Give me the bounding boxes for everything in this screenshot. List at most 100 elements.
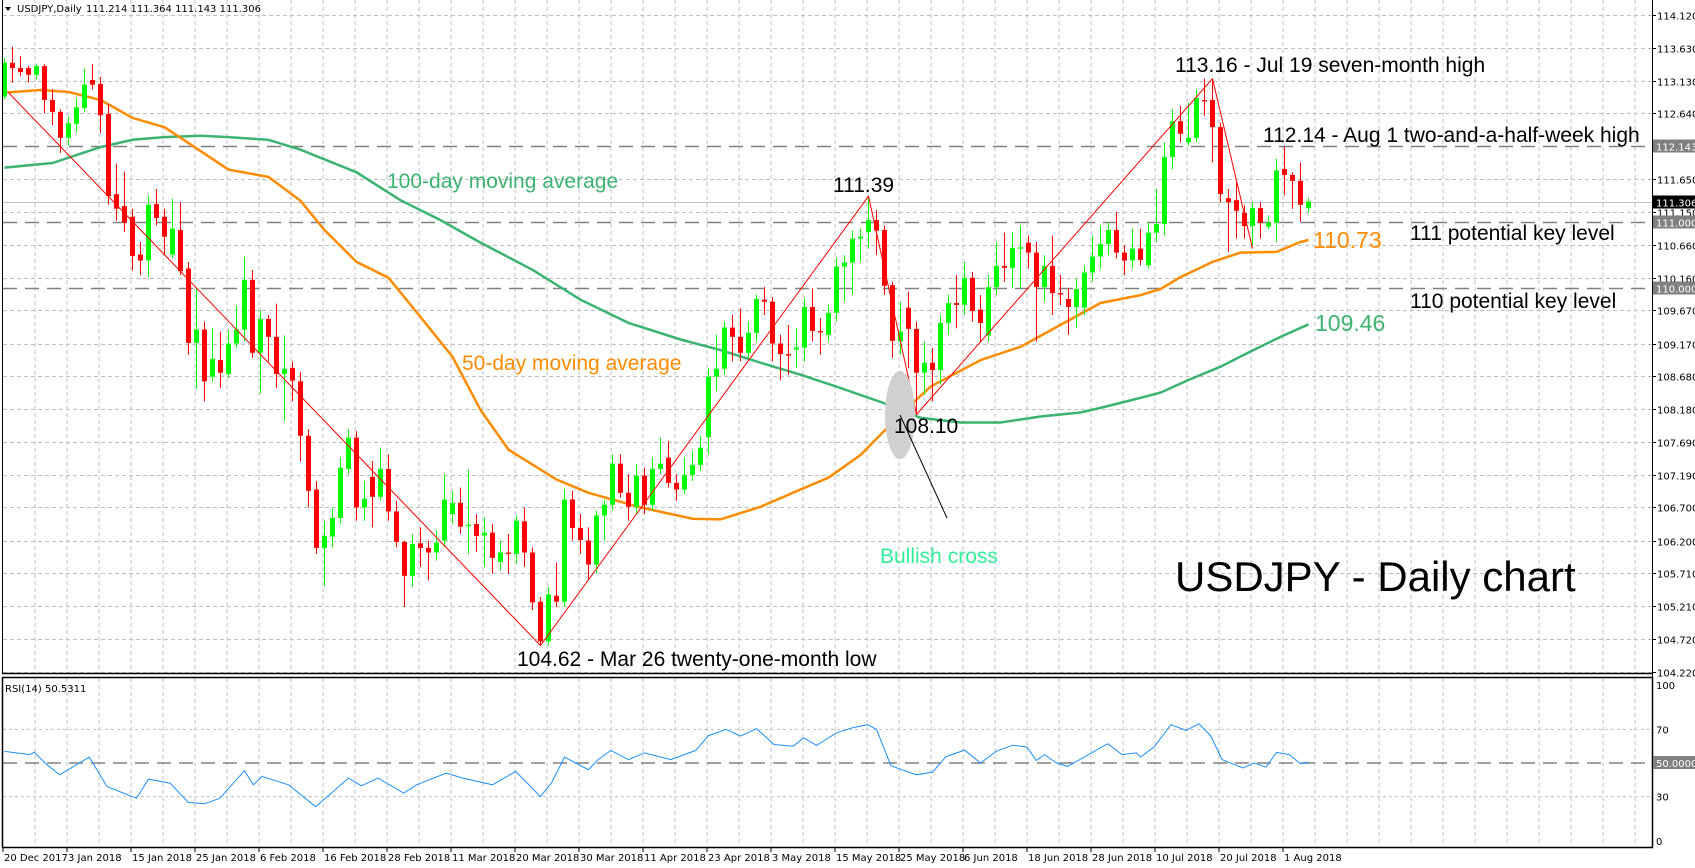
bear-candle (554, 595, 559, 602)
time-tick-label: 20 Mar 2018 (516, 853, 579, 864)
price-tick-label: 113.630 (1657, 45, 1695, 56)
low-mar-label: 104.62 - Mar 26 twenty-one-month low (517, 648, 877, 671)
bear-candle (402, 541, 407, 576)
time-tick-label: 18 Jun 2018 (1028, 853, 1088, 864)
bull-candle (378, 468, 383, 497)
bear-candle (386, 468, 391, 512)
bear-candle (626, 492, 631, 507)
ma50-label: 50-day moving average (462, 352, 681, 375)
bear-candle (1290, 174, 1295, 181)
bear-candle (90, 80, 95, 85)
bear-candle (1226, 198, 1231, 203)
bear-candle (1058, 293, 1063, 295)
time-tick-label: 3 Jan 2018 (68, 853, 122, 864)
bear-candle (1026, 242, 1031, 253)
bear-candle (178, 230, 183, 272)
moving-averages (4, 88, 1310, 521)
price-axis: 114.120 113.630 113.130 112.640 111.650 111.1… (1652, 12, 1695, 848)
bear-candle (730, 327, 735, 337)
bull-candle (858, 236, 863, 239)
horizontal-levels (3, 145, 1652, 290)
rsi-line (4, 723, 1309, 808)
bull-candle (498, 552, 503, 562)
bull-candle (194, 329, 199, 343)
time-tick-label: 15 Jan 2018 (132, 853, 192, 864)
price-marker-label: 111.306 (1656, 199, 1695, 210)
time-tick-label: 28 Feb 2018 (388, 853, 450, 864)
bull-candle (346, 437, 351, 469)
time-tick-label: 25 Jan 2018 (196, 853, 256, 864)
bear-candle (26, 68, 31, 75)
price-tick-label: 105.710 (1657, 570, 1695, 581)
low-may-label: 108.10 (894, 415, 958, 438)
bull-candle (1194, 97, 1199, 138)
ma50-line (4, 88, 1309, 521)
level-badge (1653, 281, 1695, 295)
bear-candle (1122, 252, 1127, 261)
bear-candle (642, 475, 647, 505)
bull-candle (1130, 248, 1135, 261)
bear-candle (290, 368, 295, 381)
bear-candle (882, 230, 887, 286)
bear-candle (810, 307, 815, 331)
bear-candle (250, 279, 255, 353)
price-tick-label: 104.220 (1657, 669, 1695, 680)
bull-candle (850, 238, 855, 263)
price-tick-label: 109.170 (1657, 341, 1695, 352)
bear-candle (874, 220, 879, 231)
bullish-cross-pointer (899, 414, 948, 519)
bull-candle (610, 463, 615, 505)
bull-candle (1306, 201, 1311, 209)
chart-frame (1, 0, 1654, 849)
zigzag-trendlines (8, 77, 1253, 647)
bear-candle (674, 482, 679, 490)
bear-candle (370, 476, 375, 497)
price-tick-label: 112.640 (1657, 110, 1695, 121)
bear-candle (266, 318, 271, 337)
bear-candle (58, 111, 63, 138)
time-tick-label: 11 Apr 2018 (644, 853, 706, 864)
bear-candle (930, 362, 935, 371)
bull-candle (1042, 265, 1047, 288)
bear-candle (818, 330, 823, 333)
candles (2, 46, 1311, 646)
bear-candle (1298, 180, 1303, 205)
rsi-header: RSI(14) 50.5311 (5, 684, 86, 695)
bull-candle (450, 502, 455, 515)
bull-candle (258, 318, 263, 353)
bull-candle (66, 123, 71, 138)
bear-candle (538, 601, 543, 642)
bear-candle (506, 552, 511, 555)
bull-candle (898, 331, 903, 342)
bull-candle (834, 266, 839, 313)
bull-candle (1074, 289, 1079, 307)
bear-candle (586, 540, 591, 565)
bull-candle (634, 475, 639, 507)
header-ohlc: 111.214 111.364 111.143 111.306 (86, 4, 261, 15)
bear-candle (1258, 208, 1263, 223)
bear-candle (98, 84, 103, 116)
bull-candle (362, 498, 367, 508)
price-tick-label: 113.130 (1657, 78, 1695, 89)
bear-candle (570, 499, 575, 528)
level-110-label: 110 potential key level (1410, 290, 1616, 313)
dropdown-triangle-icon[interactable] (5, 7, 11, 11)
rsi-level-label: 50.0000 (1656, 759, 1695, 770)
bear-candle (1210, 99, 1215, 128)
level-badge (1653, 215, 1695, 229)
price-tick-label: 114.120 (1657, 12, 1695, 23)
bear-candle (130, 216, 135, 256)
bear-candle (354, 437, 359, 508)
price-marker-label: 110.000 (1656, 285, 1695, 296)
bear-candle (618, 463, 623, 493)
bull-candle (514, 520, 519, 554)
bear-candle (202, 329, 207, 382)
bear-candle (154, 204, 159, 219)
bull-candle (1010, 247, 1015, 268)
bear-candle (274, 336, 279, 375)
bull-candle (1090, 256, 1095, 273)
bull-candle (802, 307, 807, 348)
chart-title: USDJPY - Daily chart (1175, 553, 1576, 600)
